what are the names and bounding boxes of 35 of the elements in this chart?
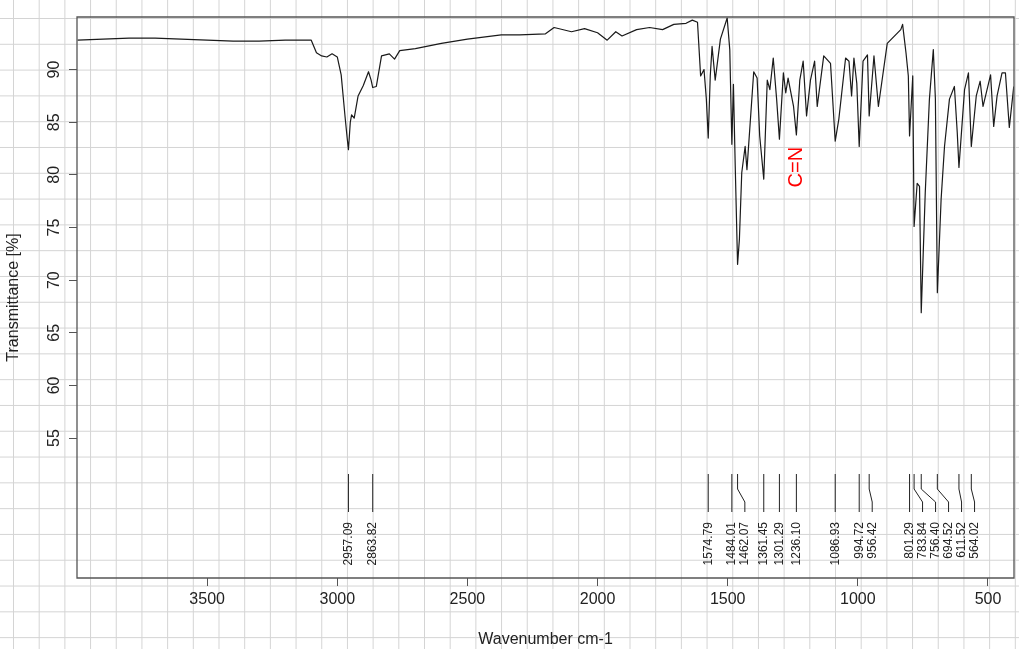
annotation: 1361.45 [756, 521, 771, 566]
annotation: 2863.82 [365, 521, 380, 566]
annotation: 611.52 [953, 521, 968, 558]
annotation: 994.72 [851, 521, 866, 559]
annotation: C=N [783, 146, 806, 188]
annotation: 801.29 [901, 521, 916, 559]
x-tick-label: 3000 [319, 590, 356, 608]
x-tick-label: 1000 [840, 590, 876, 608]
y-tick-label: 80 [45, 165, 63, 184]
annotation: 1236.10 [788, 521, 803, 566]
annotation: 1574.79 [700, 521, 715, 566]
annotation: 694.52 [940, 521, 955, 559]
annotation: 1484.01 [724, 521, 739, 566]
x-tick-label: 2000 [579, 590, 616, 608]
y-tick-label: 75 [45, 218, 63, 237]
annotation: 2957.09 [340, 521, 355, 566]
y-tick-label: 60 [45, 376, 63, 395]
y-tick-label: 90 [45, 60, 63, 79]
x-axis-title: Wavenumber cm-1 [478, 629, 613, 647]
x-tick-label: 3500 [189, 590, 226, 608]
y-axis-title: Transmittance [%] [4, 233, 22, 362]
annotation: 956.42 [864, 521, 879, 559]
annotation: 1462.07 [737, 521, 752, 566]
x-tick-label: 500 [974, 590, 1002, 608]
y-tick-label: 55 [45, 429, 63, 447]
annotation: 1301.29 [771, 521, 786, 566]
x-tick-label: 2500 [449, 590, 486, 608]
annotation: 564.02 [966, 521, 981, 559]
annotation: 783.84 [914, 521, 929, 559]
y-tick-label: 85 [45, 113, 63, 132]
annotation: 756.40 [927, 521, 942, 559]
y-tick-label: 70 [45, 271, 63, 290]
y-tick-label: 65 [45, 323, 63, 342]
annotation: 1086.93 [827, 521, 842, 566]
x-tick-label: 1500 [709, 590, 746, 608]
